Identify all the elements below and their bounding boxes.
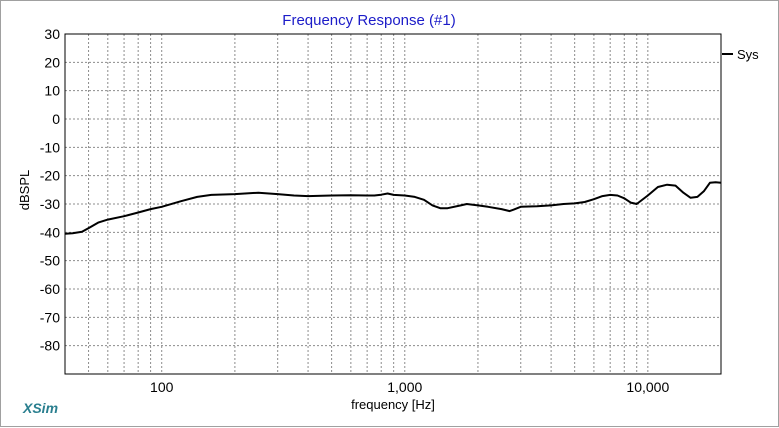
y-tick-label: -40 (40, 224, 60, 240)
y-tick-label: -10 (40, 139, 60, 155)
legend: Sys (722, 47, 759, 62)
brand-logo: XSim (22, 400, 58, 416)
plot-area (64, 33, 722, 375)
x-tick-label: 1,000 (387, 379, 422, 395)
y-tick-labels: 30 20 10 0 -10 -20 -30 -40 -50 -60 -70 -80 (40, 26, 60, 354)
y-tick-label: -50 (40, 253, 60, 269)
chart-title: Frequency Response (#1) (282, 12, 455, 29)
series-line-sys (64, 181, 722, 235)
y-tick-label: -80 (40, 338, 60, 354)
legend-label: Sys (737, 47, 759, 62)
x-axis-title: frequency [Hz] (351, 397, 435, 412)
y-tick-label: -70 (40, 309, 60, 325)
grid-layer (65, 34, 721, 374)
y-tick-label: -20 (40, 168, 60, 184)
x-tick-label: 100 (150, 379, 174, 395)
y-axis-title: dBSPL (17, 170, 32, 210)
y-tick-label: 20 (44, 54, 60, 70)
y-tick-label: 0 (52, 111, 60, 127)
y-tick-label: 10 (44, 83, 60, 99)
y-tick-label: -60 (40, 281, 60, 297)
series-layer (64, 181, 722, 235)
y-tick-label: -30 (40, 196, 60, 212)
y-tick-label: 30 (44, 26, 60, 42)
x-tick-labels: 100 1,000 10,000 (150, 379, 669, 395)
x-tick-label: 10,000 (626, 379, 669, 395)
